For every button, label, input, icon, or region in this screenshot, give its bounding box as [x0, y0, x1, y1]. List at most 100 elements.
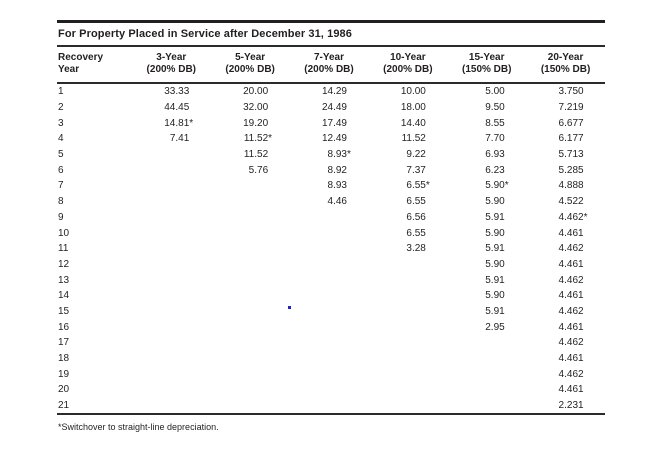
rate-cell: 2.231: [558, 400, 584, 412]
recovery-year-cell: 18: [58, 353, 70, 365]
recovery-year-cell: 8: [58, 196, 64, 208]
rate-cell: 44.45: [164, 102, 190, 114]
table-row: 15 5.91 4.462: [57, 304, 605, 320]
table-row: 13 5.91 4.462: [57, 272, 605, 288]
top-rule: [57, 20, 605, 23]
table-row: 11 3.28 5.91 4.462: [57, 241, 605, 257]
header-column: 15-Year (150% DB): [461, 52, 512, 75]
header-column: 7-Year (200% DB): [304, 52, 354, 75]
table-row: 14 5.90 4.461: [57, 288, 605, 304]
recovery-year-cell: 1: [58, 86, 64, 98]
recovery-year-cell: 19: [58, 368, 70, 380]
rate-cell: 6.177: [558, 133, 584, 145]
rate-cell: 5.91: [485, 243, 505, 255]
rate-cell: 5.91: [485, 274, 505, 286]
rate-cell: 6.93: [485, 149, 505, 161]
table-row: 1 33.33 20.00 14.29 10.00 5.00 3.750: [57, 84, 605, 100]
rate-cell: 8.93: [327, 180, 347, 192]
rate-cell: 14.81*: [164, 117, 194, 129]
rate-cell: 32.00: [243, 102, 269, 114]
header-column: 5-Year (200% DB): [225, 52, 275, 75]
rate-cell: 8.92: [327, 164, 347, 176]
rate-cell: 18.00: [400, 102, 426, 114]
rate-cell: 33.33: [164, 86, 190, 98]
recovery-year-cell: 6: [58, 164, 64, 176]
rate-cell: 9.50: [485, 102, 505, 114]
rate-cell: 24.49: [321, 102, 347, 114]
rate-cell: 4.461: [558, 227, 584, 239]
recovery-year-cell: 17: [58, 337, 70, 349]
rate-cell: 19.20: [243, 117, 269, 129]
rate-cell: 11.52: [401, 133, 426, 145]
table-row: 4 7.41 11.52* 12.49 11.52 7.70 6.177: [57, 131, 605, 147]
rate-cell: 4.522: [558, 196, 584, 208]
table-row: 10 6.55 5.90 4.461: [57, 225, 605, 241]
rate-cell: 3.28: [406, 243, 426, 255]
rate-cell: 11.52*: [243, 133, 273, 145]
rate-cell: 4.461: [558, 384, 584, 396]
header-column: 3-Year (200% DB): [146, 52, 197, 75]
table-row: 20 4.461: [57, 382, 605, 398]
rate-cell: 6.55*: [406, 180, 430, 192]
table-row: 16 2.95 4.461: [57, 319, 605, 335]
recovery-year-cell: 20: [58, 384, 70, 396]
rate-cell: 5.76: [248, 164, 269, 176]
rate-cell: 7.37: [406, 164, 426, 176]
title-rule: [57, 45, 605, 47]
rate-cell: 5.00: [485, 86, 505, 98]
blue-dot-artifact: [288, 306, 291, 309]
rate-cell: 5.285: [558, 164, 584, 176]
table-row: 18 4.461: [57, 351, 605, 367]
rate-cell: 6.56: [406, 211, 426, 223]
rate-cell: 5.90*: [485, 180, 509, 192]
rate-cell: 14.29: [321, 86, 347, 98]
rate-cell: 8.93*: [327, 149, 351, 161]
rate-cell: 4.888: [558, 180, 584, 192]
header-row: Recovery Year 3-Year (200% DB) 5-Year (200% D…: [57, 47, 605, 82]
rate-cell: 3.750: [558, 86, 584, 98]
recovery-year-cell: 2: [58, 102, 64, 114]
recovery-year-cell: 11: [58, 243, 69, 255]
rate-cell: 4.461: [558, 321, 584, 333]
recovery-year-cell: 12: [58, 258, 70, 270]
rate-cell: 4.462: [558, 243, 584, 255]
rate-cell: 9.22: [406, 149, 426, 161]
rate-cell: 7.70: [485, 133, 505, 145]
rate-cell: 5.90: [485, 196, 505, 208]
rate-cell: 10.00: [400, 86, 426, 98]
rate-cell: 2.95: [485, 321, 505, 333]
table-row: 19 4.462: [57, 366, 605, 382]
rate-cell: 6.55: [406, 196, 426, 208]
rate-cell: 4.462: [558, 337, 584, 349]
rate-cell: 5.91: [485, 305, 505, 317]
table-row: 7 8.93 6.55* 5.90* 4.888: [57, 178, 605, 194]
rate-cell: 5.91: [485, 211, 505, 223]
table-row: 17 4.462: [57, 335, 605, 351]
table-body: 1 33.33 20.00 14.29 10.00 5.00 3.750 2 44.45 32.0…: [57, 84, 605, 413]
table-row: 9 6.56 5.91 4.462*: [57, 210, 605, 226]
rate-cell: 4.461: [558, 290, 584, 302]
rate-cell: 5.90: [485, 258, 505, 270]
rate-cell: 4.461: [558, 258, 584, 270]
rate-cell: 4.462: [558, 274, 584, 286]
recovery-year-cell: 14: [58, 290, 70, 302]
recovery-year-cell: 10: [58, 227, 70, 239]
rate-cell: 11.52: [243, 149, 269, 161]
table-title: For Property Placed in Service after Dec…: [58, 28, 352, 40]
recovery-year-cell: 4: [58, 133, 64, 145]
recovery-year-cell: 9: [58, 211, 64, 223]
rate-cell: 5.713: [558, 149, 584, 161]
table-row: 21 2.231: [57, 398, 605, 414]
rate-cell: 4.462: [558, 305, 584, 317]
table-row: 3 14.81* 19.20 17.49 14.40 8.55 6.677: [57, 115, 605, 131]
rate-cell: 5.90: [485, 227, 505, 239]
rate-cell: 4.46: [327, 196, 347, 208]
rate-cell: 6.55: [406, 227, 426, 239]
recovery-year-cell: 21: [58, 400, 70, 412]
rate-cell: 5.90: [485, 290, 505, 302]
rate-cell: 20.00: [243, 86, 269, 98]
table-row: 5 11.52 8.93* 9.22 6.93 5.713: [57, 147, 605, 163]
rate-cell: 7.41: [169, 133, 190, 145]
rate-cell: 12.49: [321, 133, 347, 145]
